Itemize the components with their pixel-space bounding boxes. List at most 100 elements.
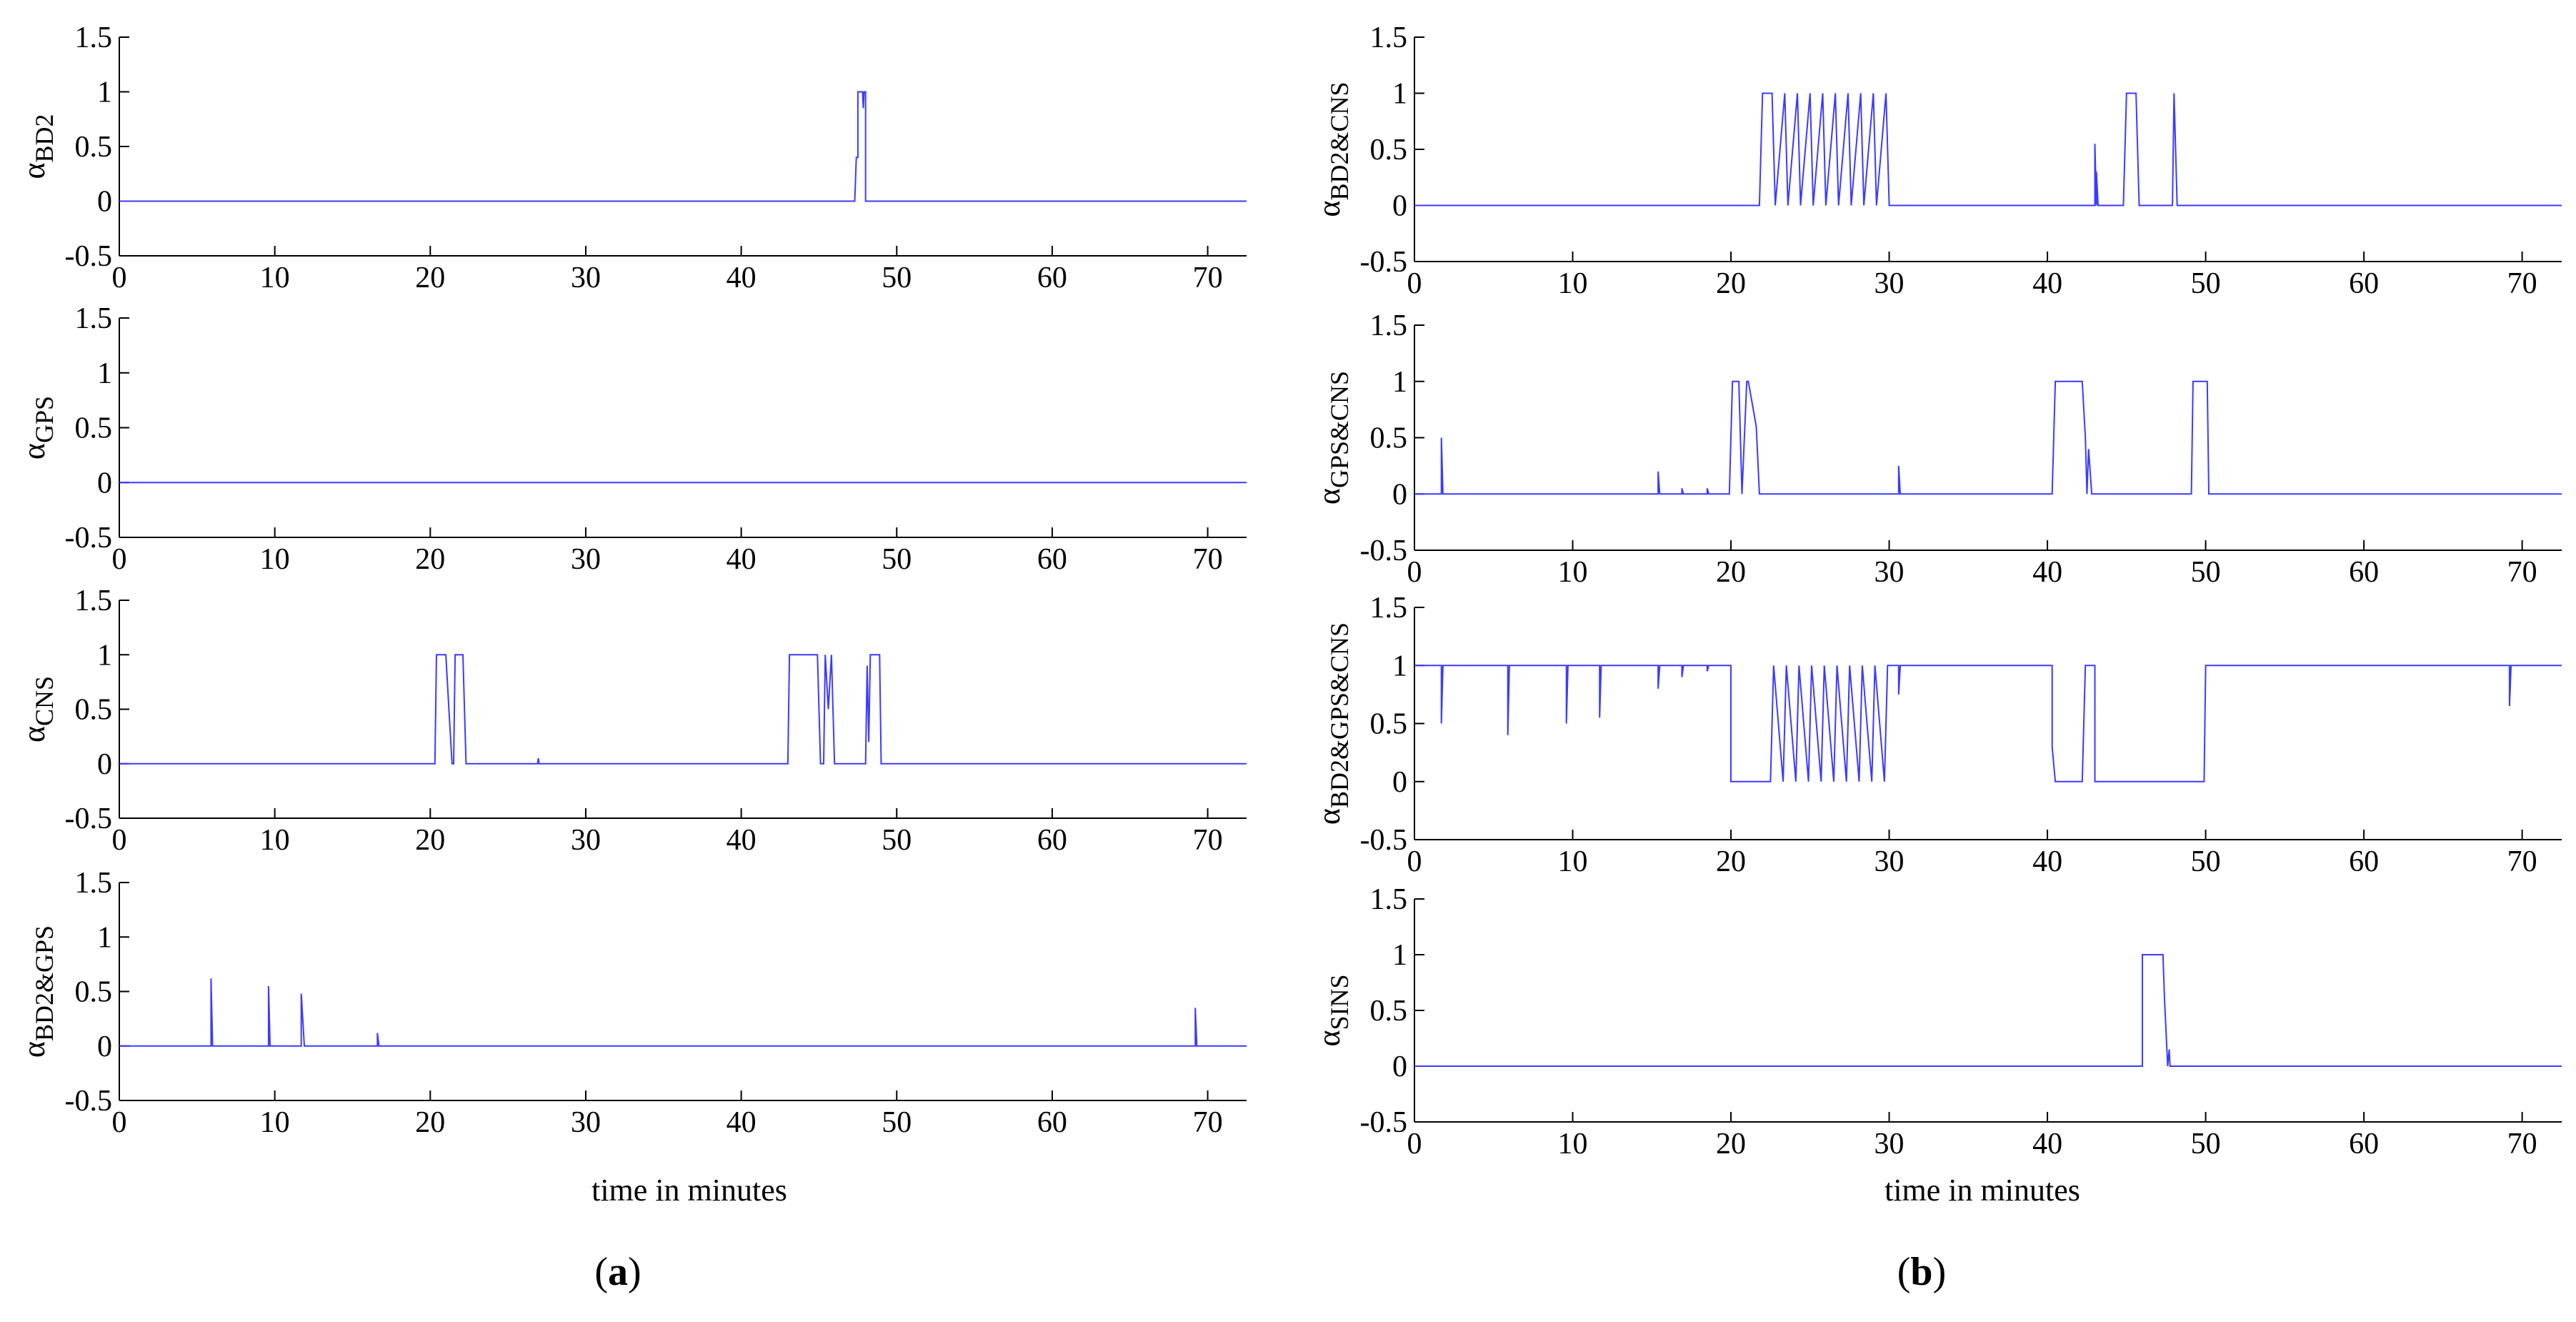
x-tick-label: 20 [415, 824, 445, 857]
x-tick-label: 40 [2032, 1128, 2062, 1161]
y-axis-label-symbol: α [16, 443, 51, 459]
y-axis-label-symbol: α [1312, 488, 1347, 505]
y-tick-label: 1 [1392, 650, 1407, 682]
x-axis-label-a: time in minutes [591, 1173, 787, 1208]
x-tick-label: 10 [1558, 556, 1588, 589]
x-tick-label: 40 [2032, 556, 2062, 589]
x-tick-label: 10 [1558, 267, 1588, 300]
y-axis-label-subscript: CNS [30, 676, 59, 726]
x-tick-label: 70 [1193, 1106, 1223, 1139]
x-tick-label: 20 [1716, 267, 1746, 300]
x-tick-label: 30 [571, 824, 601, 857]
x-tick-label: 60 [1037, 1106, 1067, 1139]
y-tick-label: -0.5 [1360, 824, 1408, 857]
y-tick-label: 1.5 [1370, 883, 1408, 916]
x-tick-label: 0 [1407, 1128, 1422, 1161]
x-tick-label: 0 [1407, 267, 1422, 300]
x-tick-label: 50 [882, 543, 912, 576]
series-line [1414, 665, 2562, 782]
series-line [119, 91, 1247, 202]
y-tick-label: 0 [97, 186, 112, 219]
x-tick-label: 0 [112, 1106, 127, 1139]
x-tick-label: 0 [112, 543, 127, 576]
x-tick-label: 70 [2507, 1128, 2537, 1161]
y-tick-label: 1.5 [75, 302, 113, 335]
x-tick-label: 70 [1193, 262, 1223, 294]
y-axis-label: αCNS [16, 676, 59, 742]
y-axis-label: αSINS [1312, 974, 1354, 1046]
y-axis-label-symbol: α [1312, 808, 1347, 825]
x-tick-label: 20 [415, 543, 445, 576]
x-tick-label: 20 [1716, 845, 1746, 878]
y-tick-label: -0.5 [65, 522, 113, 555]
x-tick-label: 60 [1037, 824, 1067, 857]
y-tick-label: -0.5 [1360, 1106, 1408, 1139]
x-tick-label: 40 [2032, 845, 2062, 878]
y-tick-label: 0 [1392, 478, 1407, 511]
x-tick-label: 50 [882, 262, 912, 294]
y-tick-label: -0.5 [1360, 246, 1408, 279]
x-tick-label: 50 [2191, 845, 2221, 878]
y-axis-label: αBD2&CNS [1312, 81, 1354, 217]
x-tick-label: 30 [1874, 1128, 1904, 1161]
x-tick-label: 60 [2349, 1128, 2379, 1161]
y-tick-label: 0 [1392, 766, 1407, 799]
x-tick-label: 30 [571, 262, 601, 294]
x-tick-label: 30 [1874, 267, 1904, 300]
x-tick-label: 20 [1716, 1128, 1746, 1161]
x-axis-label-b: time in minutes [1884, 1173, 2080, 1208]
y-tick-label: 1 [97, 639, 112, 672]
x-tick-label: 0 [112, 262, 127, 294]
y-tick-label: 0.5 [1370, 995, 1408, 1028]
caption-b-open: ( [1897, 1250, 1911, 1294]
y-tick-label: 1 [1392, 366, 1407, 399]
caption-a-open: ( [594, 1250, 608, 1294]
x-tick-label: 10 [260, 262, 290, 294]
x-tick-label: 60 [1037, 262, 1067, 294]
x-tick-label: 10 [1558, 845, 1588, 878]
x-tick-label: 30 [1874, 845, 1904, 878]
y-tick-label: 0.5 [75, 976, 113, 1009]
y-tick-label: -0.5 [65, 240, 113, 273]
x-tick-label: 40 [727, 543, 757, 576]
y-tick-label: 0 [97, 748, 112, 781]
y-tick-label: 1.5 [1370, 21, 1408, 54]
y-tick-label: -0.5 [65, 1085, 113, 1118]
x-tick-label: 0 [112, 824, 127, 857]
series-line [1414, 92, 2562, 207]
y-axis-label-subscript: BD2&GPS [30, 925, 59, 1041]
y-tick-label: 0.5 [1370, 134, 1408, 167]
y-tick-label: 0 [1392, 1050, 1407, 1083]
y-axis-label: αGPS [16, 396, 59, 459]
x-tick-label: 70 [1193, 543, 1223, 576]
y-axis-label: αBD2&GPS [16, 925, 59, 1058]
caption-b-letter: b [1910, 1250, 1933, 1294]
x-tick-label: 70 [2507, 556, 2537, 589]
y-tick-label: 0.5 [75, 131, 113, 164]
y-tick-label: 1 [1392, 78, 1407, 111]
caption-a-letter: a [608, 1250, 628, 1294]
y-tick-label: -0.5 [1360, 535, 1408, 567]
x-tick-label: 50 [2191, 556, 2221, 589]
y-tick-label: 0.5 [75, 412, 113, 445]
series-line [1414, 380, 2562, 495]
x-tick-label: 30 [571, 543, 601, 576]
y-axis-label-symbol: α [16, 162, 51, 179]
y-tick-label: 1.5 [1370, 309, 1408, 342]
y-tick-label: 1.5 [75, 585, 113, 617]
y-tick-label: 0.5 [1370, 708, 1408, 741]
x-tick-label: 50 [2191, 267, 2221, 300]
x-tick-label: 60 [1037, 543, 1067, 576]
x-tick-label: 60 [2349, 267, 2379, 300]
x-tick-label: 30 [571, 1106, 601, 1139]
x-tick-label: 10 [1558, 1128, 1588, 1161]
y-tick-label: 1 [97, 357, 112, 390]
y-axis-label: αBD2 [16, 114, 59, 179]
